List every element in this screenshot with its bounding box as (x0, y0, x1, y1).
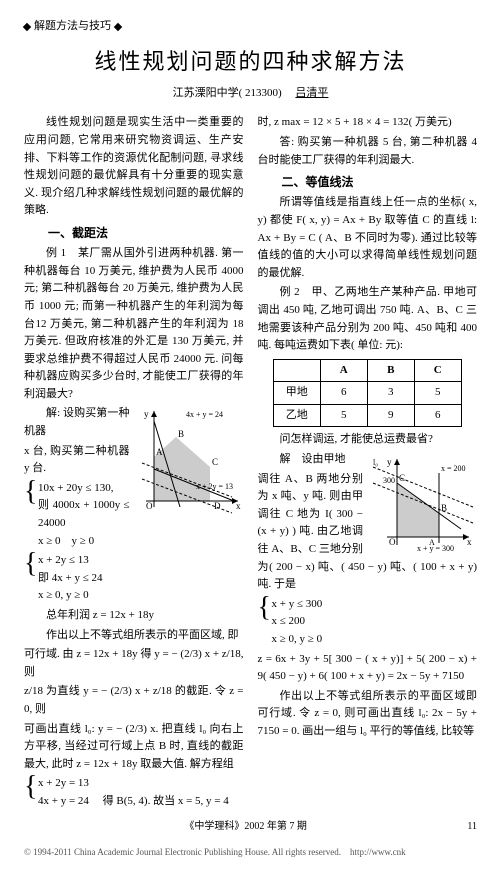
label-C: C (399, 473, 405, 483)
ineq-4: x + 2y ≤ 13 (38, 554, 89, 566)
label-C: C (212, 457, 218, 467)
ineq-6: x ≥ 0, y ≥ 0 (38, 589, 89, 601)
answer-para: 答: 购买第一种机器 5 台, 第二种机器 4 台时能使工厂获得的年利润最大. (258, 134, 478, 169)
fig1-eq1: 4x + y = 24 (186, 410, 223, 419)
ineq-group-2: x + 2y ≤ 13 即 4x + y ≤ 24 x ≥ 0, y ≥ 0 (24, 552, 244, 605)
figure-2: x = 200 x + y = 300 l₀ O x y A B C 300 (369, 453, 477, 553)
section-1-heading: 一、截距法 (24, 224, 244, 243)
ineq-1: 10x + 20y ≤ 130, (38, 482, 114, 494)
table-row: 乙地 5 9 6 (273, 404, 461, 427)
journal-name: 《中学理科》2002 年第 7 期 (184, 821, 307, 832)
ineq-group-1: 10x + 20y ≤ 130, 则 4000x + 1000y ≤ 24000… (24, 480, 244, 550)
constraints-group: x + y ≤ 300 x ≤ 200 x ≥ 0, y ≥ 0 (258, 596, 478, 649)
right-column: 时, z max = 12 × 5 + 18 × 4 = 132( 万美元) 答… (258, 114, 478, 812)
cell: 5 (320, 404, 367, 427)
byline-affil: 江苏溧阳中学( 213300) (173, 87, 282, 99)
arrow-icon (151, 411, 157, 417)
rubric: 解题方法与技巧 (24, 18, 477, 36)
cut-para-2: z/18 为直线 y = − (2/3) x + z/18 的截距. 令 z =… (24, 683, 244, 718)
label-y: y (387, 457, 392, 467)
cell: 甲地 (273, 382, 320, 405)
ineq-3: x ≥ 0 y ≥ 0 (38, 535, 94, 547)
system-group: x + 2y = 13 4x + y = 24 得 B(5, 4). 故当 x … (24, 775, 244, 810)
journal-footer: 《中学理科》2002 年第 7 期 11 (24, 819, 477, 835)
isoline-para: 所谓等值线是指直线上任一点的坐标( x, y) 都使 F( x, y) = Ax… (258, 194, 478, 282)
page-number: 11 (467, 819, 477, 835)
example-1: 例 1 某厂需从国外引进两种机器. 第一种机器每台 10 万美元, 维护费为人民… (24, 245, 244, 403)
label-y: y (144, 409, 149, 419)
arrow-icon (394, 459, 400, 465)
fig2-eql: l₀ (373, 458, 378, 467)
fig2-eq2: x + y = 300 (417, 544, 454, 553)
ineq-5: 4x + y ≤ 24 (52, 572, 103, 584)
table-row: A B C (273, 359, 461, 382)
cut-para-3: 可画出直线 l₀: y = − (2/3) x. 把直线 l₀ 向右上方平移, … (24, 721, 244, 774)
c1: x + y ≤ 300 (272, 598, 323, 610)
table-row: 甲地 6 3 5 (273, 382, 461, 405)
copyright-footer: © 1994-2011 China Academic Journal Elect… (24, 845, 477, 859)
c2: x ≤ 200 (272, 615, 306, 627)
fig2-eq1: x = 200 (441, 464, 466, 473)
z-line: z = 6x + 3y + 5[ 300 − ( x + y)] + 5( 20… (258, 651, 478, 686)
label-B: B (178, 429, 184, 439)
question-line: 问怎样调运, 才能使总运费最省? (258, 431, 478, 449)
sys-2: 4x + y = 24 (38, 795, 89, 807)
th-C: C (414, 359, 461, 382)
intro-para: 线性规划问题是现实生活中一类重要的应用问题, 它常用来研究物资调运、生产安排、下… (24, 114, 244, 220)
cell: 9 (367, 404, 414, 427)
region-para: 作出以上不等式组所表示的平面区域, 即 (24, 627, 244, 645)
cost-table: A B C 甲地 6 3 5 乙地 5 9 6 (273, 359, 462, 428)
zmax-line: 时, z max = 12 × 5 + 18 × 4 = 132( 万美元) (258, 114, 478, 132)
feasible-region-2 (397, 483, 439, 537)
ineq-2: 4000x + 1000y ≤ 24000 (38, 499, 130, 529)
th-blank (273, 359, 320, 382)
cell: 6 (414, 404, 461, 427)
page-title: 线性规划问题的四种求解方法 (24, 44, 477, 79)
line-l0-2b (373, 467, 473, 507)
example-2: 例 2 甲、乙两地生产某种产品. 甲地可调出 450 吨, 乙地可调出 750 … (258, 284, 478, 354)
tick-300: 300 (383, 476, 395, 485)
section-2-heading: 二、等值线法 (258, 173, 478, 192)
label-O: O (389, 537, 396, 547)
cell: 5 (414, 382, 461, 405)
two-columns: 线性规划问题是现实生活中一类重要的应用问题, 它常用来研究物资调运、生产安排、下… (24, 114, 477, 812)
cut-para-1: 可行域. 由 z = 12x + 18y 得 y = − (2/3) x + z… (24, 646, 244, 681)
rubric-text: 解题方法与技巧 (34, 18, 111, 36)
diamond-icon (114, 23, 122, 31)
sys-result: 得 B(5, 4). 故当 x = 5, y = 4 (103, 795, 229, 807)
label-A: A (156, 447, 163, 457)
byline: 江苏溧阳中学( 213300) 吕清平 (24, 85, 477, 103)
cell: 乙地 (273, 404, 320, 427)
region-para-2: 作出以上不等式组所表示的平面区域即可行域. 令 z = 0, 则可画出直线 l₀… (258, 688, 478, 741)
byline-author: 吕清平 (295, 87, 328, 99)
label-x: x (467, 537, 472, 547)
th-A: A (320, 359, 367, 382)
profit-line: 总年利润 z = 12x + 18y (24, 607, 244, 625)
sys-1: x + 2y = 13 (38, 777, 89, 789)
c3: x ≥ 0, y ≥ 0 (272, 633, 323, 645)
th-B: B (367, 359, 414, 382)
diamond-icon (23, 23, 31, 31)
left-column: 线性规划问题是现实生活中一类重要的应用问题, 它常用来研究物资调运、生产安排、下… (24, 114, 244, 812)
label-B: B (441, 503, 447, 513)
cell: 6 (320, 382, 367, 405)
cell: 3 (367, 382, 414, 405)
label-A: A (429, 538, 435, 547)
